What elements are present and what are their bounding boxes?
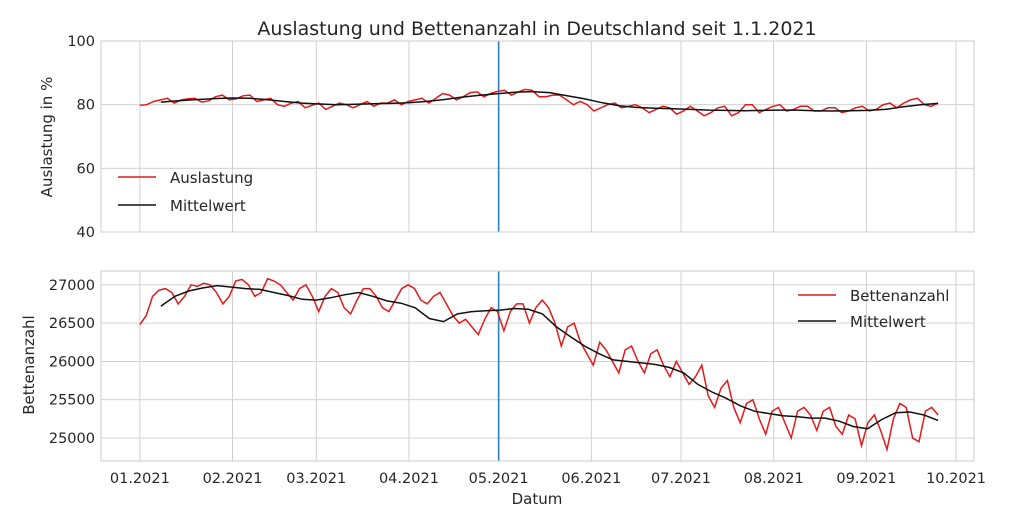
x-tick-label: 10.2021 [926,471,986,487]
occupancy-legend: Auslastung Mittelwert [118,169,253,215]
y-tick-label: 100 [67,34,95,50]
y-tick-label: 25000 [49,431,95,447]
x-tick-label: 09.2021 [836,471,896,487]
x-tick-label: 03.2021 [286,471,346,487]
beds-series-line [139,277,939,453]
legend-label-beds-mean: Mittelwert [850,313,926,331]
y-tick-label: 26000 [49,354,95,370]
beds-y-axis-label: Bettenanzahl [20,315,38,414]
x-tick-label: 05.2021 [469,471,529,487]
occupancy-mean-line [160,90,939,112]
y-tick-label: 27000 [49,278,95,294]
occupancy-series-line [139,88,939,117]
x-tick-label: 02.2021 [203,471,263,487]
x-axis-label: Datum [512,490,563,508]
x-tick-label: 06.2021 [561,471,621,487]
occupancy-y-ticks: 40 60 80 100 [67,34,95,241]
beds-legend: Bettenanzahl Mittelwert [798,287,949,331]
x-tick-label: 04.2021 [379,471,439,487]
beds-y-ticks: 25000 25500 26000 26500 27000 [49,278,95,447]
y-tick-label: 40 [77,225,95,241]
y-tick-label: 25500 [49,393,95,409]
beds-panel: 25000 25500 26000 26500 27000 01.2021 02.2021… [20,270,986,508]
legend-label-occupancy: Auslastung [170,169,253,187]
y-tick-label: 60 [77,161,95,177]
y-tick-label: 80 [77,98,95,114]
x-tick-label: 07.2021 [651,471,711,487]
chart-title: Auslastung und Bettenanzahl in Deutschla… [257,18,816,40]
legend-label-occupancy-mean: Mittelwert [170,197,246,215]
x-tick-label: 01.2021 [110,471,170,487]
beds-mean-line [160,284,939,430]
y-tick-label: 26500 [49,316,95,332]
occupancy-plot-frame [100,40,975,233]
beds-plot-frame [100,270,975,462]
x-ticks: 01.2021 02.2021 03.2021 04.2021 05.2021 06.20… [110,471,986,487]
occupancy-panel: 40 60 80 100 Auslastung in % Auslastung Mit… [38,34,975,241]
x-tick-label: 08.2021 [744,471,804,487]
occupancy-y-axis-label: Auslastung in % [38,77,56,198]
legend-label-beds: Bettenanzahl [850,287,949,305]
